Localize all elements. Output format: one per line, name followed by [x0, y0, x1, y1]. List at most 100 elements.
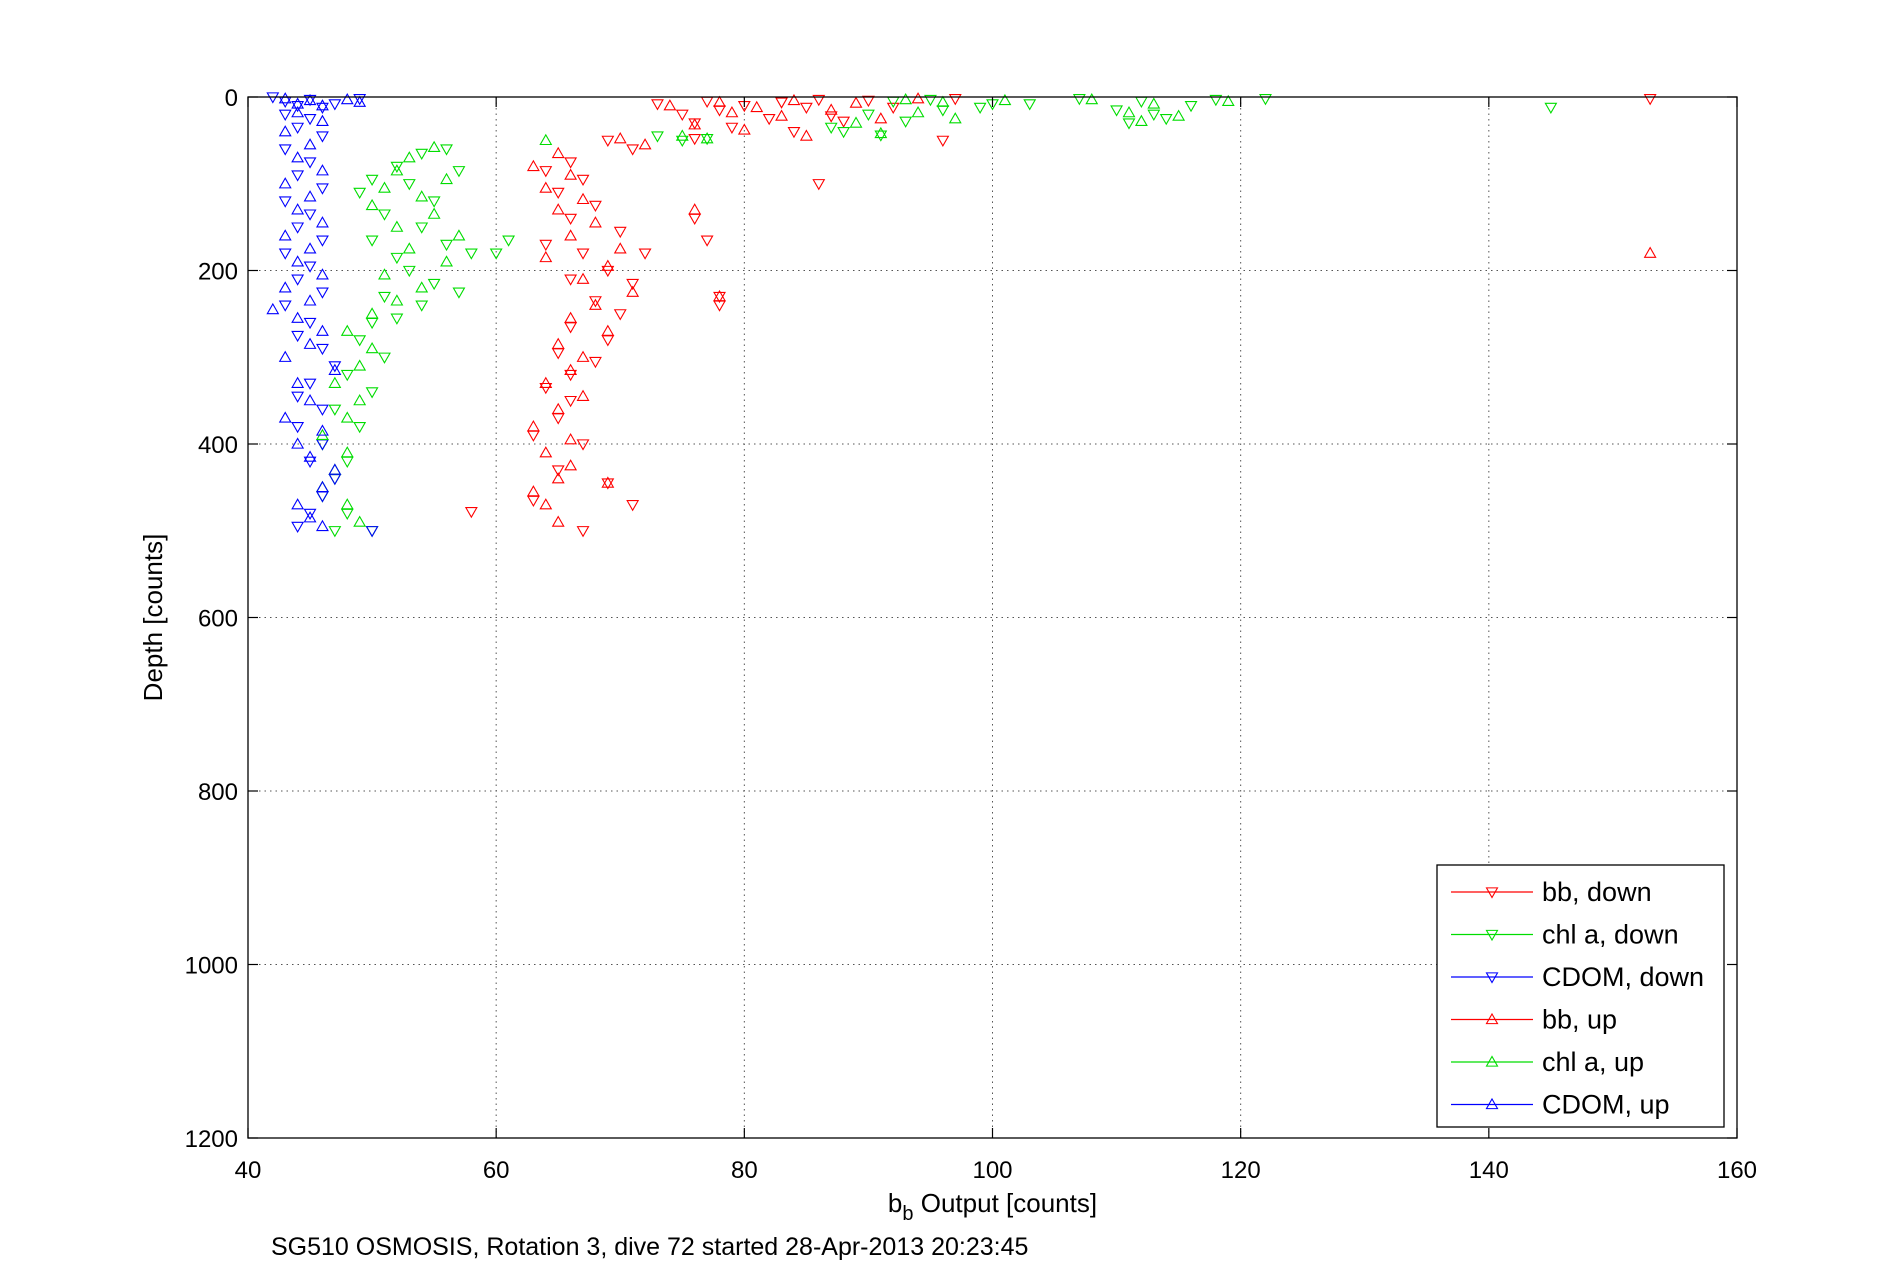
data-point	[936, 95, 950, 107]
data-point	[688, 213, 702, 226]
data-point	[1209, 94, 1223, 107]
data-point	[340, 92, 354, 105]
data-point	[303, 337, 317, 349]
data-point	[303, 378, 317, 390]
data-point	[911, 106, 925, 118]
data-point	[291, 311, 305, 323]
data-point	[1110, 105, 1124, 117]
y-tick-label: 1000	[185, 953, 238, 980]
data-point	[526, 495, 540, 507]
data-point	[613, 132, 627, 144]
data-point	[551, 187, 565, 200]
data-point	[799, 129, 813, 141]
data-point	[291, 498, 305, 510]
data-point	[924, 94, 937, 107]
data-point	[998, 93, 1012, 106]
data-point	[316, 324, 329, 336]
data-point	[303, 157, 317, 169]
series-bb-up	[526, 92, 1657, 527]
data-point	[700, 132, 714, 144]
data-point	[291, 106, 305, 118]
chart-caption: SG510 OSMOSIS, Rotation 3, dive 72 start…	[271, 1233, 1028, 1261]
data-point	[564, 168, 578, 180]
data-point	[464, 248, 478, 260]
data-point	[291, 151, 305, 163]
data-point	[316, 480, 329, 493]
data-point	[365, 174, 379, 187]
data-point	[303, 93, 317, 106]
data-point	[613, 309, 627, 321]
data-point	[973, 102, 987, 115]
data-point	[750, 100, 764, 113]
data-point	[390, 313, 404, 325]
data-point	[526, 430, 540, 442]
data-point	[365, 307, 379, 319]
x-tick-label: 80	[731, 1157, 758, 1184]
data-point	[378, 291, 391, 304]
legend-label-cdom-down: CDOM, down	[1542, 962, 1704, 992]
data-point	[911, 92, 925, 104]
data-point	[1023, 99, 1037, 111]
data-point	[278, 196, 292, 208]
data-point	[564, 229, 578, 241]
x-axis-label: bb Output [counts]	[888, 1188, 1097, 1225]
y-tick-label: 0	[225, 85, 238, 112]
legend-marker-cdom-down	[1485, 972, 1499, 984]
data-point	[775, 97, 789, 109]
data-point	[303, 450, 317, 462]
data-point	[700, 235, 714, 247]
data-point	[440, 239, 453, 252]
data-point	[1643, 94, 1657, 106]
data-point	[539, 446, 553, 458]
data-point	[601, 265, 615, 278]
data-point	[291, 203, 305, 215]
data-point	[291, 437, 305, 449]
data-point	[551, 465, 565, 477]
y-tick-label: 600	[198, 606, 238, 633]
data-point	[638, 138, 652, 150]
data-point	[1172, 109, 1186, 121]
data-point	[539, 133, 553, 146]
data-point	[626, 144, 640, 156]
data-point	[353, 335, 367, 347]
data-point	[576, 350, 590, 362]
data-point	[576, 526, 590, 538]
legend-marker-cdom-up	[1485, 1097, 1499, 1110]
data-point	[316, 216, 329, 228]
data-point	[713, 289, 726, 302]
data-point	[378, 181, 391, 193]
data-point	[291, 170, 305, 182]
data-point	[278, 125, 292, 137]
data-point	[278, 350, 292, 362]
data-point	[539, 239, 553, 252]
data-point	[588, 298, 602, 310]
data-point	[837, 116, 851, 128]
data-point	[365, 317, 379, 330]
data-point	[1147, 109, 1161, 121]
legend-marker-bb-up	[1485, 1012, 1499, 1025]
data-point	[353, 394, 367, 406]
data-point	[353, 94, 367, 106]
data-point	[303, 456, 317, 468]
data-point	[737, 123, 751, 135]
data-point	[1184, 101, 1198, 113]
data-point	[787, 93, 801, 106]
data-point	[464, 506, 478, 519]
grid	[248, 97, 1737, 1138]
data-point	[551, 413, 565, 425]
data-point	[278, 109, 292, 121]
data-point	[278, 144, 292, 156]
data-point	[365, 387, 379, 399]
data-point	[948, 94, 962, 106]
x-tick-label: 40	[235, 1157, 262, 1184]
data-point	[564, 157, 578, 169]
data-point	[874, 126, 888, 139]
data-point	[365, 235, 379, 247]
data-point	[278, 92, 292, 104]
x-tick-label: 60	[483, 1157, 510, 1184]
x-tick-label: 120	[1221, 1157, 1261, 1184]
data-point	[675, 109, 689, 121]
data-point	[278, 229, 292, 241]
data-point	[328, 376, 342, 388]
data-point	[713, 105, 726, 117]
